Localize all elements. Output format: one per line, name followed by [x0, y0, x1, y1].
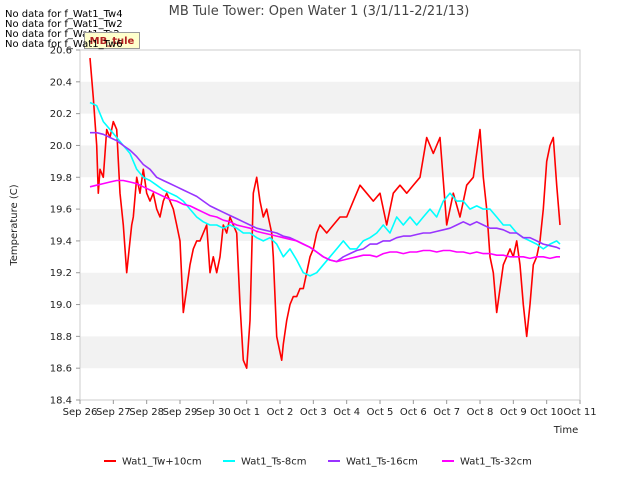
x-tick-label: Oct 8	[467, 407, 494, 418]
y-tick-label: 18.6	[50, 364, 72, 375]
y-tick-label: 20.0	[50, 141, 72, 152]
legend: Wat1_Tw+10cm Wat1_Ts-8cm Wat1_Ts-16cm Wat1_…	[104, 457, 532, 468]
y-tick-label: 20.2	[50, 109, 72, 120]
legend-label: Wat1_Ts-16cm	[346, 457, 418, 468]
y-tick-label: 19.2	[50, 268, 72, 279]
y-axis-label: Temperature (C)	[9, 184, 20, 266]
grid-band	[80, 209, 580, 241]
x-tick-label: Oct 5	[367, 407, 394, 418]
legend-label: Wat1_Ts-8cm	[241, 457, 307, 468]
x-tick-label: Oct 10	[530, 407, 563, 418]
grid-band	[80, 145, 580, 178]
y-tick-label: 20.4	[50, 77, 72, 88]
x-tick-label: Oct 2	[267, 407, 294, 418]
x-tick-label: Sep 30	[196, 407, 231, 418]
x-axis-label: Time	[553, 425, 578, 436]
series-line-wat1-tw-10cm	[89, 57, 561, 370]
y-axis: 18.4 18.6 18.8 19.0 19.2 19.4 19.6 19.8 20.0 20.2…	[50, 46, 80, 407]
y-tick-label: 18.8	[50, 332, 72, 343]
x-tick-label: Oct 3	[300, 407, 327, 418]
x-tick-label: Oct 1	[233, 407, 260, 418]
x-tick-label: Oct 7	[433, 407, 460, 418]
y-tick-label: 19.4	[50, 236, 72, 247]
chart-title: MB Tule Tower: Open Water 1 (3/1/11-2/21…	[169, 4, 470, 19]
series-line-wat1-ts-32cm	[89, 179, 560, 263]
nodata-message: No data for f_Wat1_Tw2	[5, 19, 123, 30]
nodata-message: No data for f_Wat1_Tw6	[5, 39, 123, 50]
series-line-wat1-ts-8cm	[89, 101, 561, 277]
x-tick-label: Oct 4	[333, 407, 360, 418]
x-tick-label: Oct 6	[400, 407, 427, 418]
x-tick-label: Sep 27	[96, 407, 131, 418]
y-tick-label: 19.0	[50, 300, 72, 311]
site-tag: MB_tule	[84, 32, 140, 49]
plot-frame	[79, 49, 581, 401]
nodata-message: No data for f_Wat1_Ts2	[5, 29, 120, 40]
x-tick-label: Sep 26	[63, 407, 98, 418]
x-tick-label: Sep 29	[163, 407, 198, 418]
y-tick-label: 20.6	[50, 46, 72, 57]
legend-label: Wat1_Ts-32cm	[460, 457, 532, 468]
x-tick-label: Oct 11	[563, 407, 596, 418]
x-tick-label: Sep 28	[129, 407, 164, 418]
y-tick-label: 19.8	[50, 173, 72, 184]
y-tick-label: 18.4	[50, 396, 72, 407]
y-tick-label: 19.6	[50, 205, 72, 216]
nodata-message: No data for f_Wat1_Tw4	[5, 9, 123, 20]
grid-band	[80, 81, 580, 114]
x-tick-label: Oct 9	[500, 407, 527, 418]
grid-band	[80, 336, 580, 369]
grid-bands	[80, 81, 580, 369]
legend-label: Wat1_Tw+10cm	[122, 457, 202, 468]
series-lines	[89, 57, 561, 370]
grid-band	[80, 272, 580, 305]
